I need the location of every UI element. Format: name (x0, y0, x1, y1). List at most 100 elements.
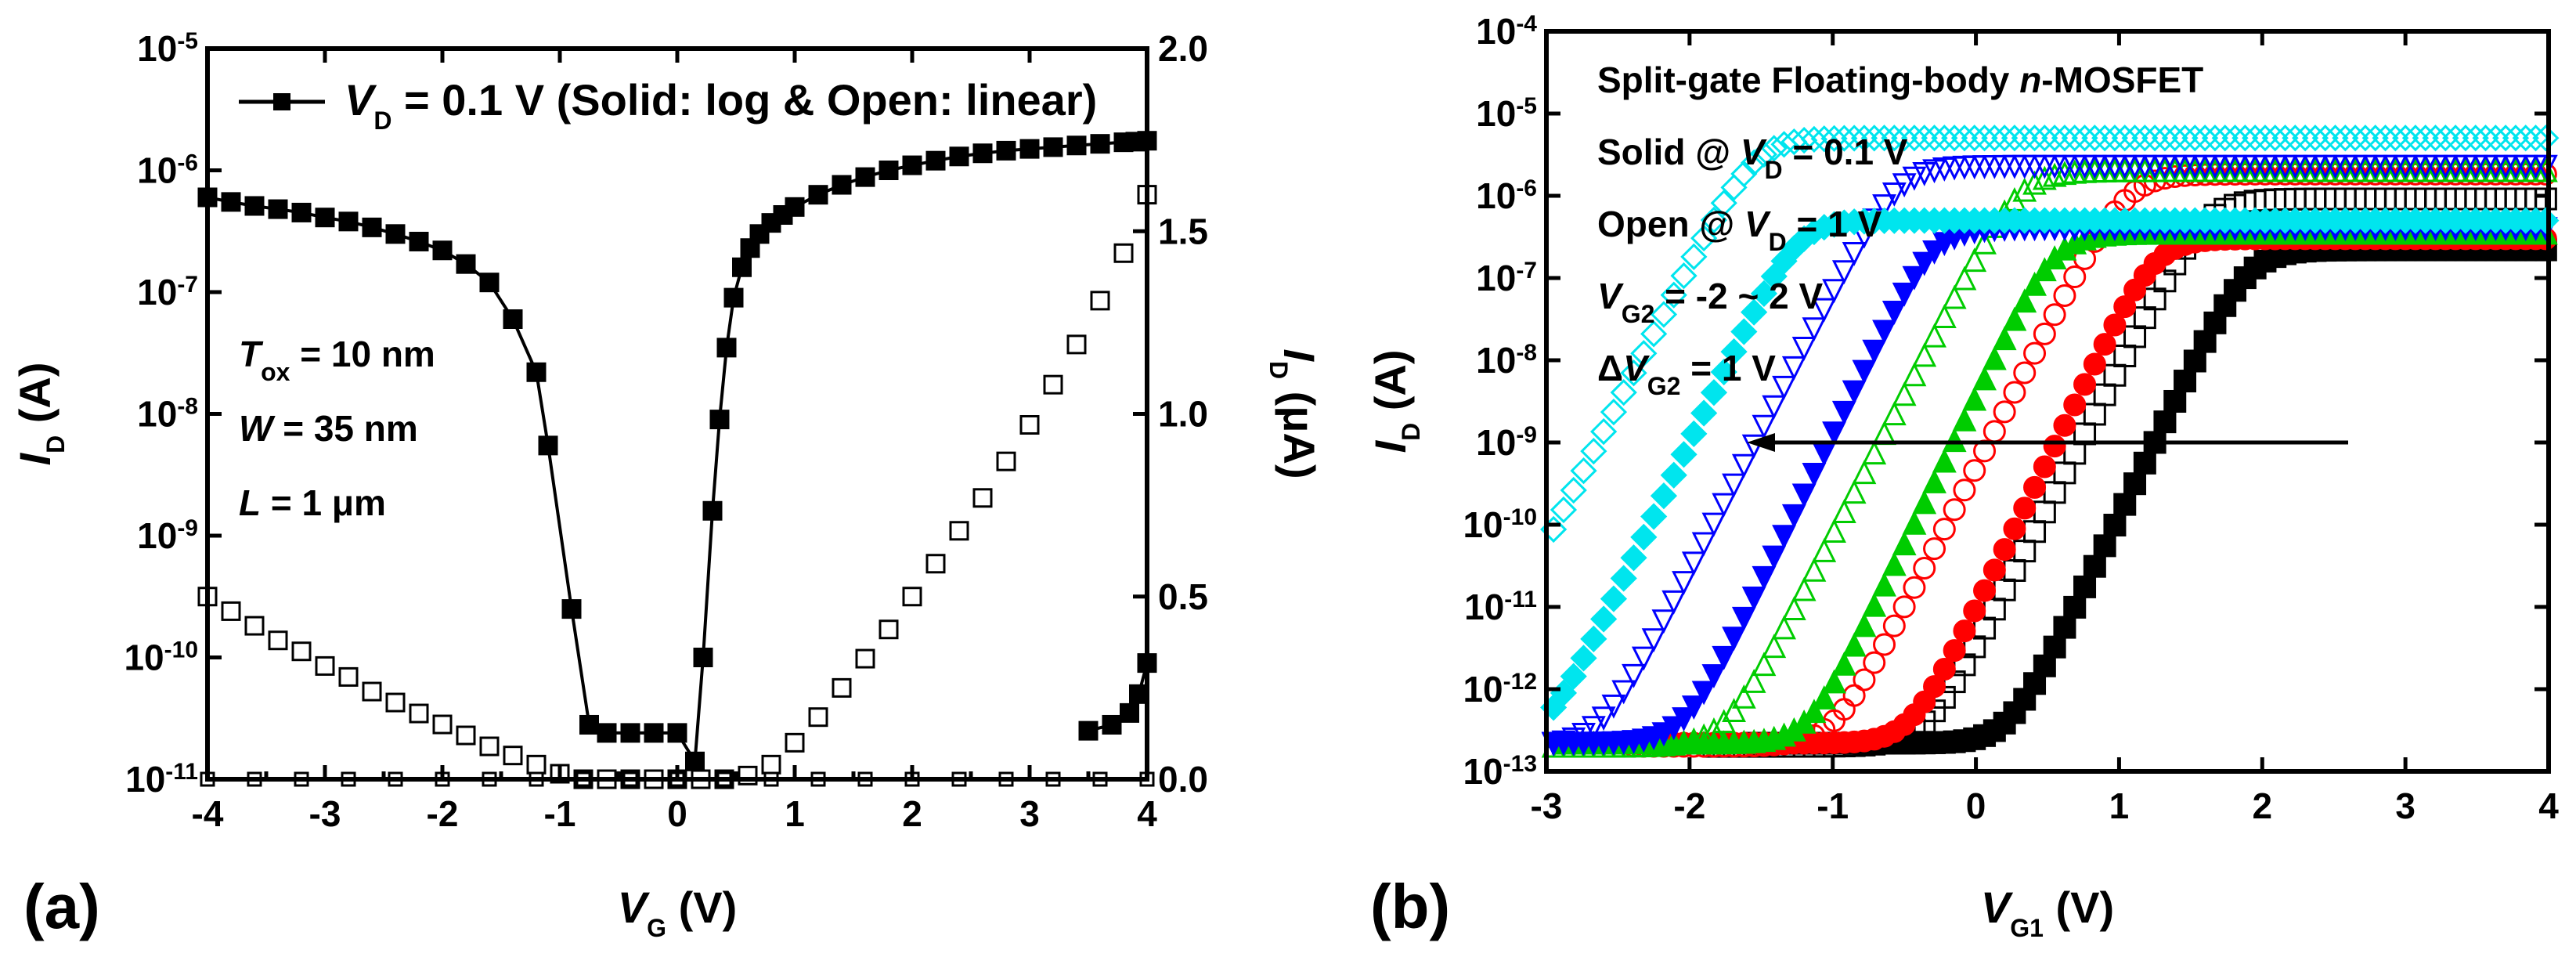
data-point (1741, 149, 1768, 176)
data-point (808, 707, 828, 728)
data-point (1891, 125, 1918, 152)
data-point (1571, 722, 1596, 747)
data-point (338, 666, 359, 687)
x-tick-label: -1 (544, 793, 576, 834)
data-point (2452, 125, 2480, 152)
data-point (2083, 352, 2106, 376)
y-right-tick-label: 2.0 (1158, 28, 1208, 69)
data-point (2013, 361, 2037, 385)
data-point (1982, 345, 2007, 370)
data-point (1853, 668, 1876, 692)
data-point (1722, 473, 1746, 498)
data-point (1661, 716, 1687, 741)
data-point (1700, 379, 1728, 406)
data-point (2032, 257, 2057, 282)
data-point (709, 410, 730, 430)
data-point (1881, 182, 1907, 207)
data-point (2231, 125, 2259, 152)
data-point (1863, 651, 1886, 674)
data-point (362, 681, 382, 702)
data-point (268, 630, 288, 651)
data-point (2113, 295, 2137, 319)
y-right-tick-label: 0.0 (1158, 759, 1208, 800)
data-point (1902, 166, 1927, 191)
data-point (1580, 437, 1607, 465)
data-point (1701, 717, 1726, 742)
data-point (2271, 125, 2299, 152)
data-point (902, 587, 922, 607)
data-point (644, 723, 664, 743)
data-point (1066, 334, 1087, 355)
data-point (2342, 125, 2369, 152)
data-point (526, 754, 547, 775)
data-point (1862, 440, 1887, 465)
data-point (2083, 403, 2106, 426)
data-point (291, 641, 312, 662)
data-point (1983, 598, 2006, 621)
data-point (2033, 455, 2056, 479)
data-point (1923, 537, 1946, 561)
data-point (1730, 318, 1758, 345)
data-point (1820, 125, 1848, 152)
data-point (1900, 125, 1928, 152)
data-point (561, 599, 582, 619)
data-point (1781, 596, 1806, 621)
data-point (2442, 125, 2470, 152)
data-point (1993, 578, 2016, 601)
panel-a-letter: (a) (23, 872, 100, 941)
data-point (1963, 599, 1986, 623)
data-point (2013, 540, 2037, 563)
data-point (1780, 128, 1808, 156)
data-point (2081, 125, 2109, 152)
data-point (1600, 399, 1628, 426)
data-point (315, 655, 335, 676)
data-point (385, 224, 406, 244)
data-point (409, 703, 429, 724)
data-point (2022, 170, 2047, 195)
data-point (2332, 125, 2359, 152)
data-point (1622, 663, 1646, 688)
data-point (1762, 395, 1787, 420)
data-point (1802, 699, 1827, 724)
data-point (1680, 420, 1708, 447)
data-point (2043, 435, 2066, 458)
panel-a-annotations: Tox = 10 nm W = 35 nm L = 1 μm (239, 334, 435, 523)
data-point (1992, 326, 2017, 351)
data-point (2041, 125, 2069, 152)
data-point (1741, 669, 1766, 693)
data-point (1912, 489, 1937, 515)
data-point (1710, 190, 1737, 217)
arrow-head (1747, 433, 1775, 452)
data-point (2133, 306, 2156, 330)
data-point (2532, 207, 2560, 234)
data-point (1892, 595, 1916, 619)
data-point (2351, 125, 2379, 152)
data-point (2201, 125, 2229, 152)
data-point (996, 451, 1016, 471)
x-tick-label: 1 (785, 793, 805, 834)
data-point (1772, 525, 1796, 550)
data-point (1560, 476, 1587, 504)
data-point (1953, 479, 1976, 502)
data-point (1113, 243, 1134, 263)
data-point (479, 273, 500, 293)
data-point (1681, 695, 1706, 720)
data-point (1772, 375, 1796, 400)
annotation-line: ΔVG2 = 1 V (1597, 348, 1776, 400)
data-point (1019, 139, 1040, 159)
y-tick-label: 10-9 (1476, 422, 1537, 464)
data-point (1892, 381, 1917, 406)
data-point (2063, 265, 2087, 289)
data-point (785, 197, 805, 217)
data-point (2401, 125, 2430, 152)
data-point (1932, 657, 1956, 681)
data-point (1710, 358, 1737, 386)
data-point (1722, 698, 1746, 723)
data-point (1760, 262, 1788, 290)
data-point (1680, 243, 1708, 270)
data-point (1781, 356, 1806, 381)
data-point (1791, 576, 1817, 601)
data-point (1781, 504, 1806, 529)
data-point (1670, 441, 1697, 468)
data-point (1078, 720, 1099, 741)
